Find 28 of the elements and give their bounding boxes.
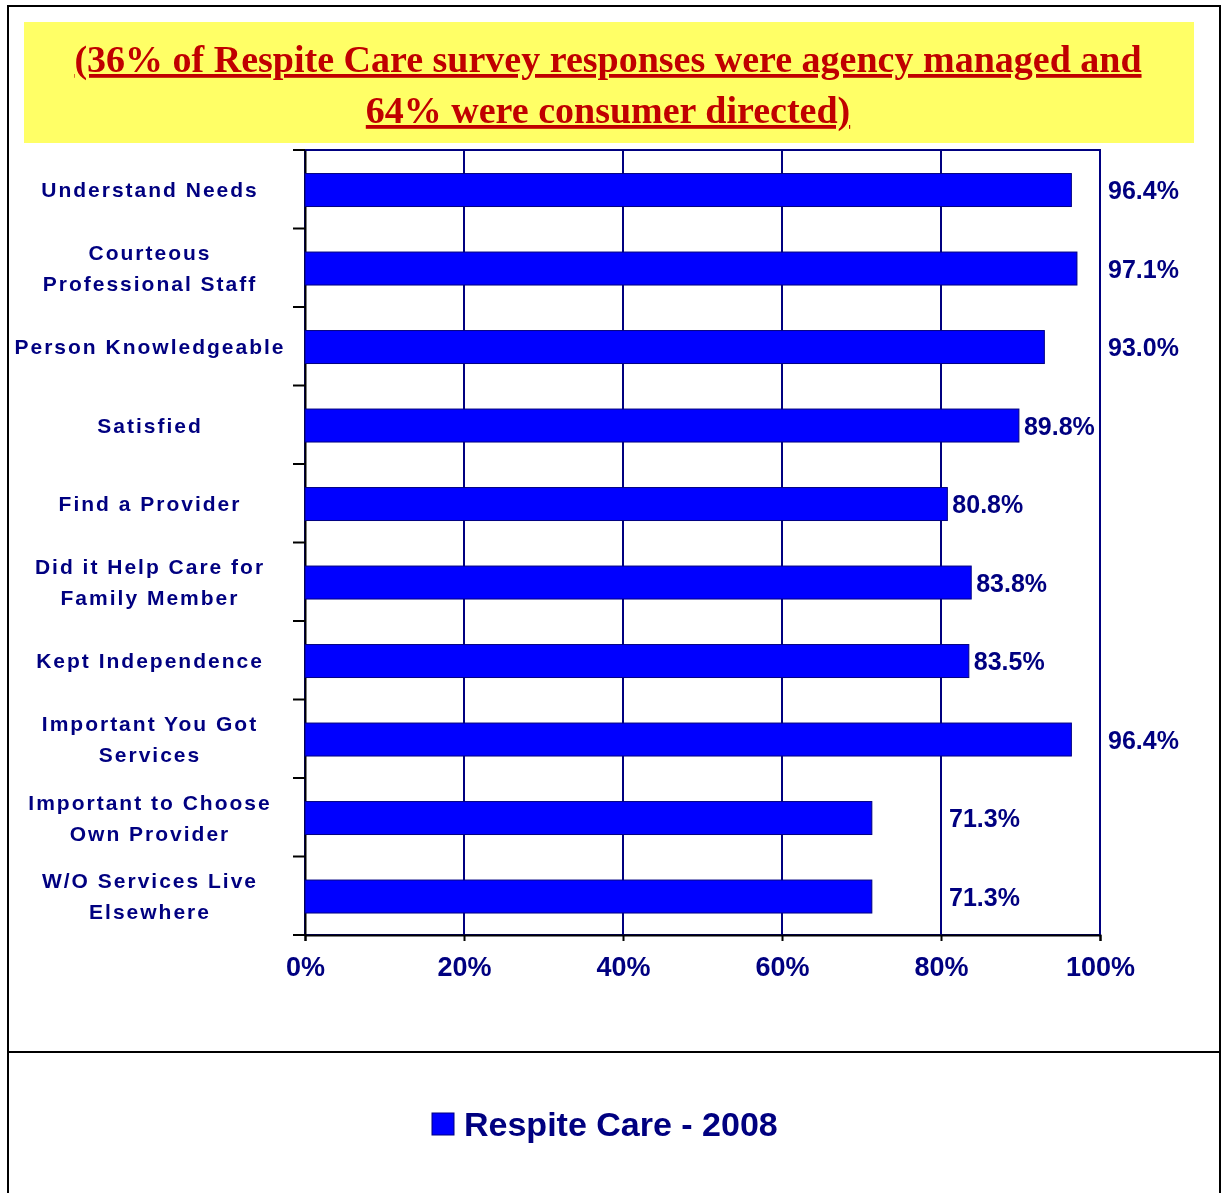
y-tick-label: Understand Needs — [41, 178, 259, 202]
x-tick-label: 0% — [285, 952, 326, 983]
x-tick-label: 40% — [596, 952, 651, 983]
y-tick-label: Person Knowledgeable — [14, 335, 286, 359]
y-tick-label: Important to Choose Own Provider — [28, 790, 272, 845]
data-label: 83.8% — [976, 568, 1048, 597]
data-label: 80.8% — [952, 490, 1024, 519]
x-tick-label: 20% — [437, 952, 492, 983]
data-label: 96.4% — [1108, 725, 1179, 754]
x-tick-label: 80% — [914, 952, 969, 983]
data-label: 96.4% — [1108, 176, 1179, 205]
legend-label: Respite Care - 2008 — [464, 1105, 778, 1143]
chart-title: (36% of Respite Care survey responses were agency managed and 64% were consumer directed) — [74, 38, 1142, 132]
x-tick-label: 60% — [755, 952, 810, 983]
data-label: 71.3% — [949, 804, 1020, 833]
data-label: 97.1% — [1108, 254, 1179, 283]
y-tick-label: Satisfied — [97, 413, 203, 437]
y-tick-label: W/O Services Live Elsewhere — [41, 869, 259, 924]
data-label: 93.0% — [1108, 333, 1179, 362]
data-label: 71.3% — [949, 882, 1020, 911]
y-tick-label: Important You Got Services — [41, 712, 259, 767]
y-tick-label: Courteous Professional Staff — [42, 241, 258, 296]
y-tick-label: Find a Provider — [58, 492, 242, 516]
y-tick-label: Did it Help Care for Family Member — [34, 555, 266, 610]
y-tick-label: Kept Independence — [36, 649, 264, 673]
data-label: 83.5% — [973, 647, 1045, 676]
data-label: 89.8% — [1023, 411, 1095, 440]
x-tick-label: 100% — [1065, 952, 1136, 983]
